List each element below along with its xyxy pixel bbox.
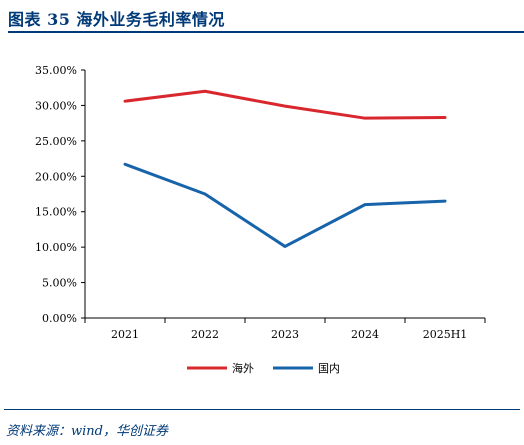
- x-tick-label: 2021: [111, 328, 139, 341]
- figure-header: 图表 35 海外业务毛利率情况: [4, 5, 524, 33]
- data-point: [364, 117, 367, 120]
- series-line-0: [123, 89, 447, 120]
- data-point: [444, 200, 447, 203]
- y-tick-label: 5.00%: [42, 277, 77, 290]
- data-point: [204, 193, 207, 196]
- data-point: [124, 163, 127, 166]
- y-tick-label: 0.00%: [42, 312, 77, 325]
- x-tick-label: 2023: [271, 328, 299, 341]
- y-tick-label: 30.00%: [35, 99, 77, 112]
- chart-ticks: 0.00% 5.00% 10.00% 15.00% 20.00% 25.00% 30.00%…: [35, 64, 486, 341]
- series-line-1: [123, 162, 447, 248]
- chart-axes: [84, 70, 485, 319]
- header-divider: [8, 31, 524, 33]
- gross-margin-line-chart: 0.00% 5.00% 10.00% 15.00% 20.00% 25.00% 30.00%…: [35, 64, 486, 375]
- x-tick-label: 2022: [191, 328, 219, 341]
- footer-divider: [4, 409, 520, 410]
- data-point: [204, 90, 207, 93]
- legend-label-1: 国内: [318, 361, 340, 375]
- legend-label-0: 海外: [232, 361, 254, 375]
- chart-legend: 海外 国内: [187, 361, 340, 375]
- x-tick-label: 2024: [351, 328, 379, 341]
- y-tick-label: 20.00%: [35, 170, 77, 183]
- data-point: [444, 116, 447, 119]
- y-tick-label: 10.00%: [35, 241, 77, 254]
- source-note: 资料来源：wind，华创证券: [6, 424, 168, 439]
- y-tick-label: 25.00%: [35, 135, 77, 148]
- data-point: [364, 203, 367, 206]
- x-tick-label: 2025H1: [423, 328, 468, 341]
- data-point: [284, 245, 287, 248]
- y-tick-label: 35.00%: [35, 64, 77, 77]
- chart-series: [123, 89, 447, 248]
- data-point: [124, 100, 127, 103]
- figure-title: 图表 35 海外业务毛利率情况: [8, 10, 225, 29]
- y-tick-label: 15.00%: [35, 206, 77, 219]
- data-point: [284, 105, 287, 108]
